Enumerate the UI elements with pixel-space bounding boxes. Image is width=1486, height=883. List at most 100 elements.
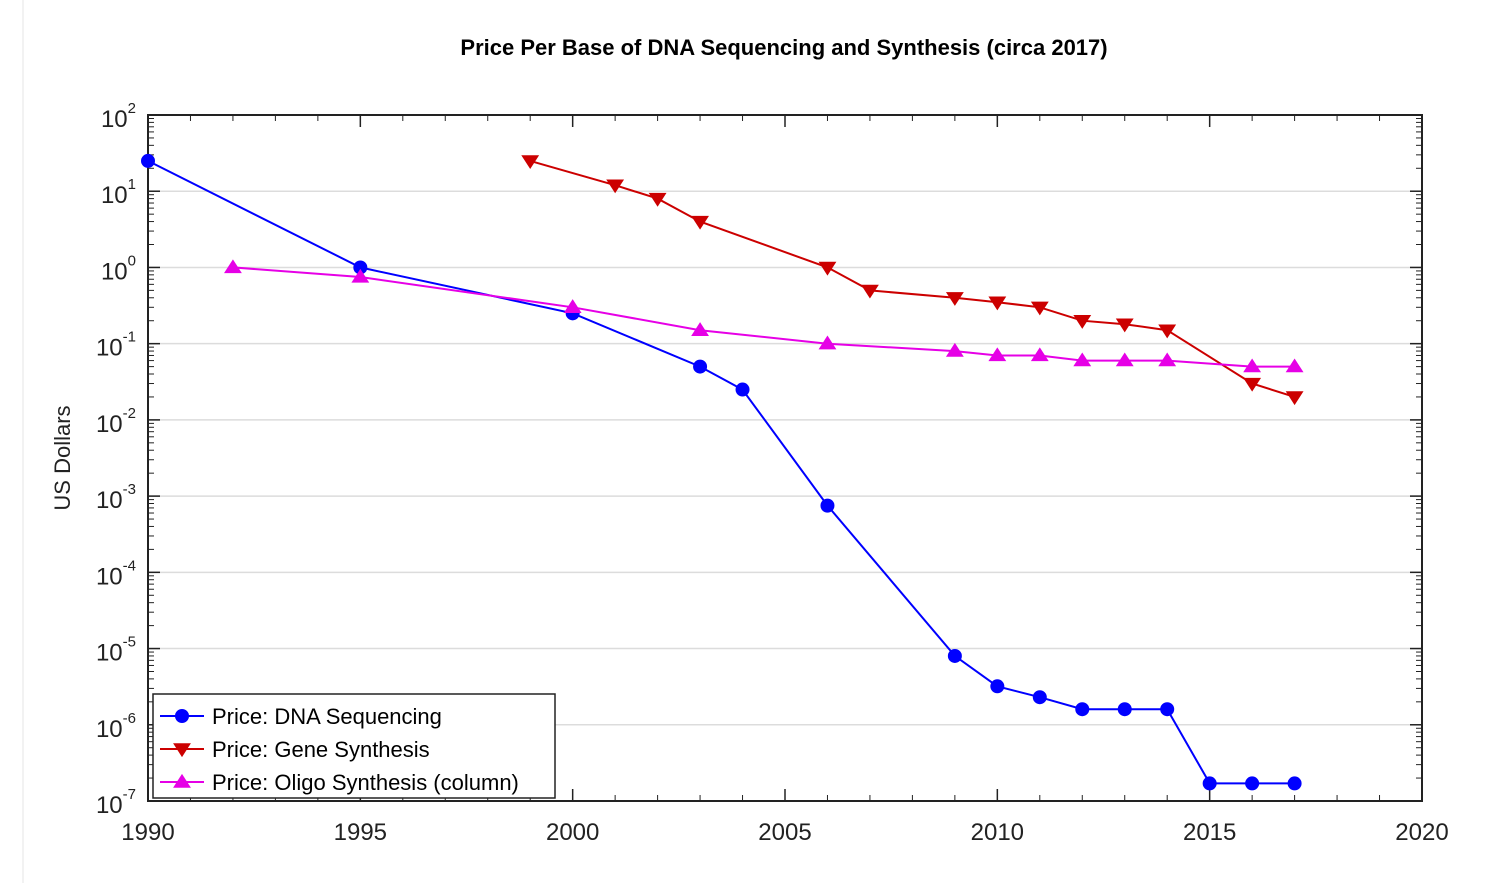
x-tick-label: 2000 — [546, 819, 599, 846]
data-point — [173, 773, 191, 788]
series-layer — [141, 153, 1304, 791]
series — [521, 155, 1304, 406]
data-point — [818, 335, 837, 350]
data-point — [1032, 690, 1047, 705]
series — [224, 259, 1304, 373]
y-tick-label: 10-5 — [96, 634, 136, 667]
y-tick-exponent: 0 — [128, 252, 136, 269]
y-tick-label: 10-1 — [96, 329, 136, 362]
legend: Price: DNA Sequencing Price: Gene Synthes… — [152, 693, 556, 799]
y-tick-base: 10 — [96, 335, 123, 362]
data-point — [945, 292, 964, 306]
data-point — [990, 679, 1005, 694]
data-point — [1243, 377, 1262, 392]
data-point — [175, 709, 189, 723]
data-point — [351, 268, 370, 283]
data-point — [606, 179, 625, 194]
data-point — [988, 296, 1007, 311]
legend-label: Price: Gene Synthesis — [212, 737, 430, 762]
grid-lines — [148, 190, 1422, 726]
data-point — [1075, 702, 1090, 717]
data-point — [141, 153, 155, 168]
data-point — [648, 192, 667, 207]
legend-label: Price: DNA Sequencing — [212, 704, 442, 729]
y-tick-base: 10 — [96, 640, 123, 667]
data-point — [1285, 358, 1304, 373]
data-point — [1115, 318, 1134, 333]
data-point — [1158, 324, 1177, 339]
data-point — [1243, 358, 1262, 373]
y-tick-exponent: -5 — [123, 634, 136, 651]
data-point — [1158, 352, 1177, 367]
data-point — [945, 342, 964, 357]
y-tick-exponent: -4 — [123, 557, 136, 574]
data-point — [861, 284, 879, 299]
series — [141, 153, 1302, 791]
plot-frame — [147, 114, 1423, 802]
page-edge-rule — [22, 0, 24, 883]
y-tick-label: 10-3 — [96, 481, 136, 514]
chart-title: Price Per Base of DNA Sequencing and Syn… — [460, 35, 1107, 60]
y-tick-label: 10-4 — [96, 557, 136, 590]
y-tick-base: 10 — [101, 258, 128, 285]
data-point — [1030, 301, 1049, 316]
data-point — [224, 259, 242, 274]
y-tick-exponent: -2 — [123, 405, 136, 422]
y-tick-label: 10-2 — [96, 405, 136, 438]
data-point — [693, 359, 708, 374]
y-tick-base: 10 — [101, 106, 128, 133]
y-tick-exponent: -1 — [123, 329, 136, 346]
data-point — [1115, 352, 1134, 367]
data-point — [173, 743, 191, 758]
y-tick-base: 10 — [96, 411, 123, 438]
y-tick-label: 10-7 — [96, 786, 136, 819]
y-tick-base: 10 — [96, 487, 123, 514]
x-tick-label: 2005 — [758, 819, 811, 846]
y-tick-exponent: -6 — [123, 710, 136, 727]
x-tick-label: 2010 — [971, 819, 1024, 846]
data-point — [1285, 391, 1304, 406]
series-line — [147, 160, 1295, 785]
data-point — [1073, 315, 1092, 329]
data-point — [1202, 776, 1217, 791]
data-point — [820, 498, 835, 513]
x-tick-label: 1990 — [121, 819, 174, 846]
data-point — [691, 215, 709, 230]
y-tick-label: 10-6 — [96, 710, 136, 743]
legend-box — [152, 693, 556, 799]
y-tick-label: 102 — [101, 100, 136, 133]
x-tick-labels: 1990 1995 2000 2005 2010 2015 2020 — [121, 819, 1448, 846]
data-point — [818, 261, 837, 276]
data-point — [1160, 702, 1175, 717]
data-point — [1287, 776, 1302, 791]
data-point — [1030, 347, 1049, 362]
x-tick-label: 2020 — [1395, 819, 1448, 846]
data-point — [691, 322, 709, 336]
y-tick-base: 10 — [96, 716, 123, 743]
legend-label: Price: Oligo Synthesis (column) — [212, 770, 519, 795]
y-axis-label: US Dollars — [50, 405, 75, 510]
x-tick-label: 2015 — [1183, 819, 1236, 846]
y-tick-exponent: 1 — [128, 176, 136, 193]
y-tick-exponent: 2 — [128, 100, 136, 117]
data-point — [521, 155, 540, 170]
data-point — [947, 648, 962, 663]
y-tick-exponent: -3 — [123, 481, 136, 498]
series-line — [529, 159, 1295, 398]
data-point — [988, 347, 1007, 362]
data-point — [1073, 352, 1092, 367]
y-tick-label: 101 — [101, 176, 136, 209]
series-line — [232, 266, 1295, 368]
y-tick-base: 10 — [96, 563, 123, 590]
y-tick-exponent: -7 — [123, 786, 136, 803]
y-tick-base: 10 — [101, 182, 128, 209]
legend-item: Price: DNA Sequencing — [160, 704, 442, 729]
data-point — [563, 299, 582, 313]
legend-item: Price: Oligo Synthesis (column) — [160, 770, 519, 795]
y-tick-label: 100 — [101, 252, 136, 285]
data-point — [1117, 702, 1132, 717]
y-tick-base: 10 — [96, 792, 123, 819]
legend-item: Price: Gene Synthesis — [160, 737, 430, 762]
